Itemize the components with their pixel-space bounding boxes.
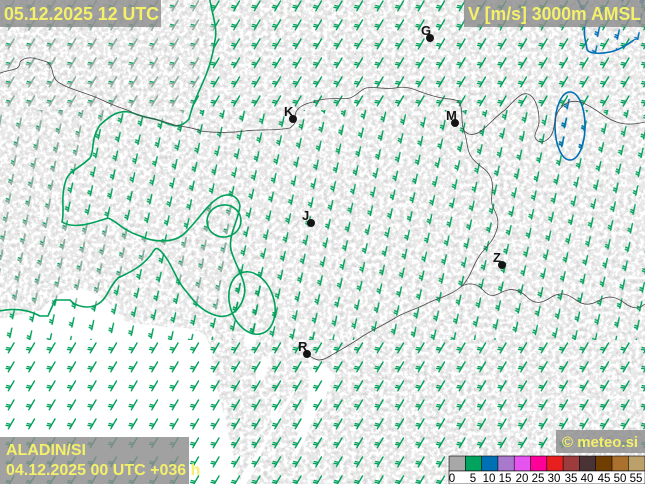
svg-text:55: 55 [630,473,643,484]
svg-text:40: 40 [581,473,594,484]
svg-text:V [m/s] 3000m AMSL: V [m/s] 3000m AMSL [468,4,641,24]
svg-text:R: R [298,339,308,354]
svg-text:0: 0 [449,473,455,484]
svg-text:ALADIN/SI: ALADIN/SI [6,442,86,459]
svg-text:M: M [446,108,457,123]
svg-text:15: 15 [499,473,512,484]
svg-text:Z: Z [493,250,501,265]
svg-text:35: 35 [565,473,578,484]
svg-text:J: J [302,208,309,223]
svg-text:© meteo.si: © meteo.si [562,434,638,451]
svg-text:04.12.2025 00 UTC +036 h: 04.12.2025 00 UTC +036 h [6,462,200,479]
svg-text:K: K [284,104,294,119]
svg-text:50: 50 [614,473,627,484]
svg-text:25: 25 [532,473,545,484]
svg-text:5: 5 [470,473,476,484]
svg-text:20: 20 [516,473,529,484]
svg-text:30: 30 [548,473,561,484]
svg-text:G: G [421,23,431,38]
svg-text:45: 45 [598,473,611,484]
svg-text:10: 10 [483,473,496,484]
svg-text:05.12.2025 12 UTC: 05.12.2025 12 UTC [4,4,159,24]
